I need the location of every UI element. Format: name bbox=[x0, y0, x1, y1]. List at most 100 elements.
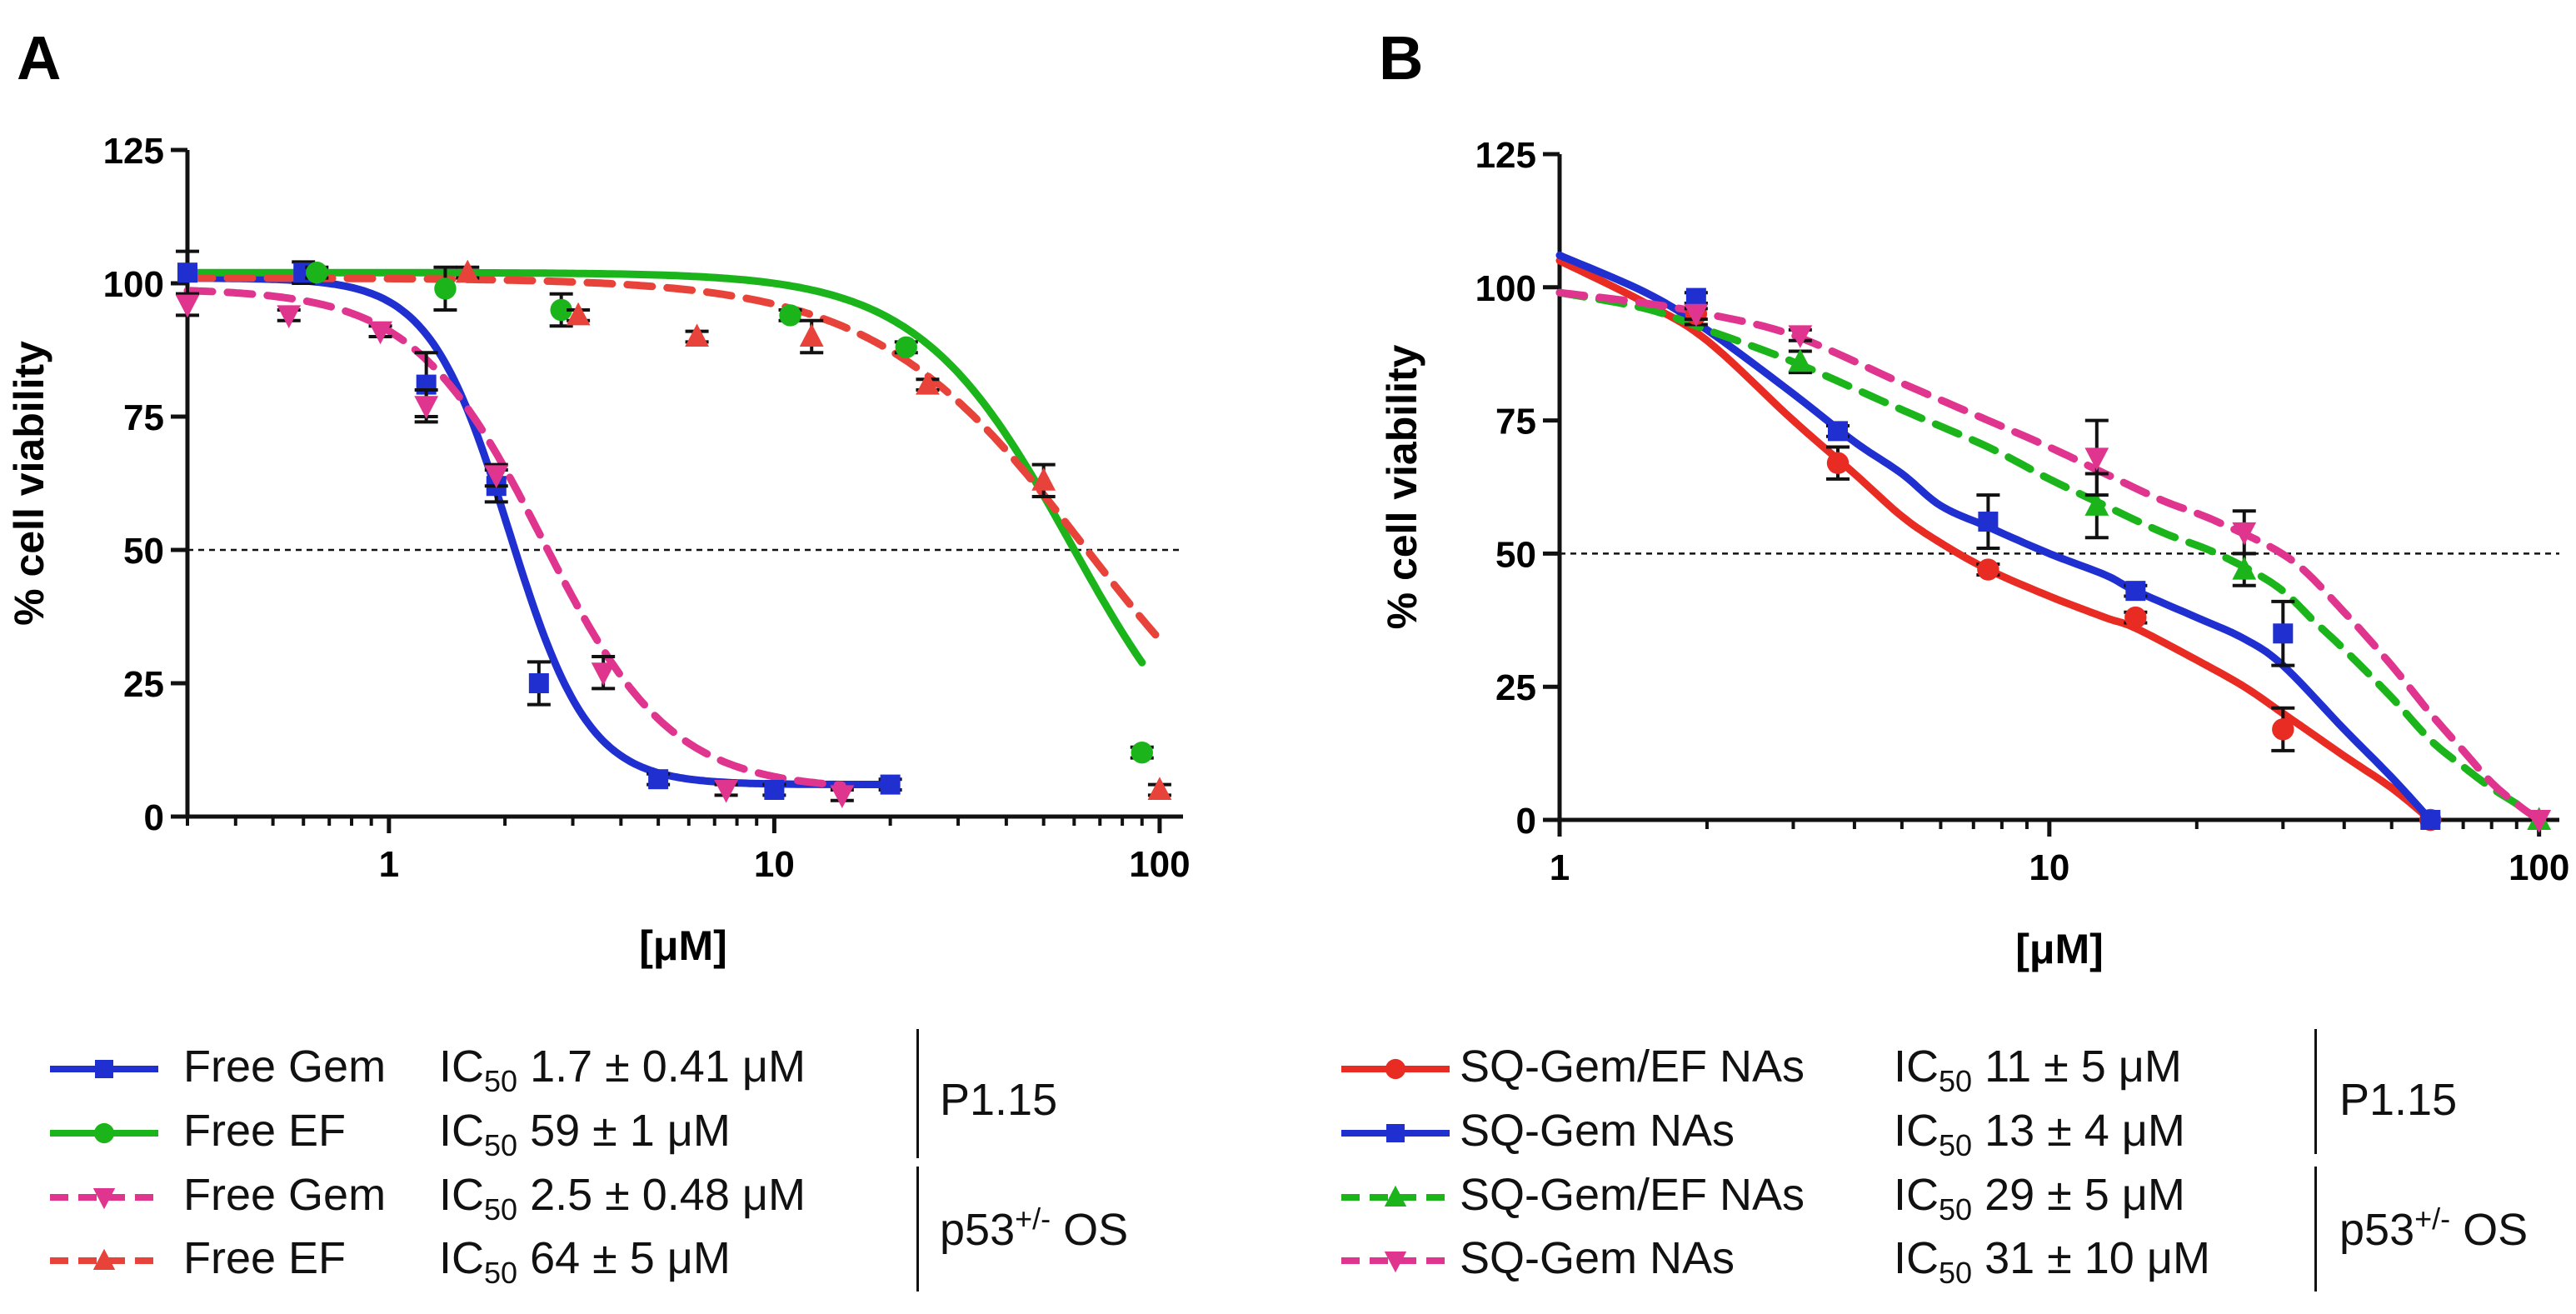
data-point bbox=[1828, 421, 1849, 442]
series-curve bbox=[1555, 288, 2544, 824]
data-point bbox=[277, 305, 302, 328]
y-tick-label: 125 bbox=[103, 131, 164, 172]
y-tick-label: 125 bbox=[1475, 135, 1536, 176]
data-point bbox=[1031, 467, 1056, 491]
data-point bbox=[685, 323, 709, 347]
x-tick-label: 100 bbox=[1129, 844, 1190, 885]
legend-b-divider-1 bbox=[2314, 1029, 2317, 1154]
x-axis-label: [μM] bbox=[639, 922, 727, 969]
data-point bbox=[434, 277, 457, 300]
data-point bbox=[550, 298, 572, 322]
legend-marker bbox=[92, 1248, 116, 1270]
data-point bbox=[764, 780, 785, 800]
legend-b-divider-2 bbox=[2314, 1167, 2317, 1292]
legend-a-divider-2 bbox=[916, 1167, 919, 1292]
data-point bbox=[306, 262, 328, 284]
data-point bbox=[1131, 742, 1153, 764]
data-point bbox=[799, 323, 824, 347]
series-curve bbox=[183, 268, 1146, 667]
data-point bbox=[1684, 303, 1709, 327]
data-point bbox=[2084, 492, 2109, 516]
data-point bbox=[1788, 325, 1813, 348]
legend-marker bbox=[1384, 1185, 1407, 1207]
data-point bbox=[414, 396, 439, 419]
data-point bbox=[591, 662, 616, 686]
y-axis-label: % cell viability bbox=[1379, 344, 1425, 629]
data-point bbox=[2527, 810, 2552, 833]
series-curve bbox=[183, 274, 1164, 643]
legend-a-group-p53: p53+/- OS bbox=[940, 1202, 1129, 1255]
series-curve bbox=[1555, 251, 2434, 824]
data-point bbox=[455, 259, 480, 283]
data-point bbox=[368, 321, 392, 345]
x-tick-label: 10 bbox=[754, 844, 795, 885]
data-point bbox=[895, 336, 917, 358]
y-tick-label: 50 bbox=[1495, 534, 1536, 575]
x-tick-label: 10 bbox=[2029, 847, 2069, 888]
x-tick-label: 100 bbox=[2509, 847, 2569, 888]
legend-marker bbox=[1385, 1058, 1406, 1080]
data-point bbox=[566, 302, 591, 326]
legend-a-group-p115: P1.15 bbox=[940, 1075, 1058, 1125]
y-tick-label: 0 bbox=[1516, 801, 1536, 842]
y-tick-label: 75 bbox=[123, 397, 164, 438]
legend-a-name-1: Free Gem bbox=[183, 1042, 387, 1092]
legend-b-name-4: SQ-Gem NAs bbox=[1460, 1233, 1735, 1283]
legend-a-divider-1 bbox=[916, 1029, 919, 1158]
legend-a-ic50-1: IC50 1.7 ± 0.41 μM bbox=[439, 1042, 806, 1098]
y-tick-label: 0 bbox=[144, 797, 164, 838]
legend-b-name-2: SQ-Gem NAs bbox=[1460, 1106, 1735, 1156]
series-curve bbox=[1555, 288, 2544, 824]
legend-a-ic50-2: IC50 59 ± 1 μM bbox=[439, 1106, 731, 1162]
legend-marker bbox=[95, 1060, 113, 1078]
legend-a-ic50-4: IC50 64 ± 5 μM bbox=[439, 1233, 731, 1290]
legend-marker bbox=[93, 1122, 115, 1144]
legend-a-ic50-3: IC50 2.5 ± 0.48 μM bbox=[439, 1170, 806, 1227]
data-point bbox=[2084, 447, 2109, 471]
data-point bbox=[2232, 522, 2257, 546]
x-tick-label: 1 bbox=[379, 844, 399, 885]
series-curve bbox=[183, 287, 846, 789]
series-curve bbox=[1555, 257, 2434, 824]
data-point bbox=[2272, 718, 2294, 741]
data-point bbox=[528, 673, 549, 693]
data-point bbox=[177, 262, 197, 283]
panel-letter: B bbox=[1379, 23, 1423, 92]
data-point bbox=[880, 774, 901, 795]
data-point bbox=[2125, 581, 2146, 602]
data-point bbox=[1978, 512, 1999, 532]
panel-a-legend: Free Gem Free EF Free Gem Free EF IC50 1… bbox=[33, 1021, 1283, 1292]
data-point bbox=[779, 304, 801, 327]
data-point bbox=[830, 785, 855, 808]
panel-b-chart: B 0 25 50 75 100 125 1 10 100 % cell viability [μM] bbox=[1379, 23, 2569, 972]
data-point bbox=[175, 294, 200, 318]
legend-b-ic50-4: IC50 31 ± 10 μM bbox=[1894, 1233, 2210, 1290]
legend-marker bbox=[92, 1188, 116, 1210]
legend-a-markers bbox=[50, 1060, 158, 1270]
y-tick-label: 75 bbox=[1495, 402, 1536, 442]
data-point bbox=[1147, 777, 1172, 800]
legend-a-name-3: Free Gem bbox=[183, 1170, 387, 1220]
legend-b-ic50-2: IC50 13 ± 4 μM bbox=[1894, 1106, 2185, 1162]
data-point bbox=[2273, 623, 2294, 644]
legend-b-name-1: SQ-Gem/EF NAs bbox=[1460, 1042, 1805, 1092]
x-tick-label: 1 bbox=[1550, 847, 1570, 888]
legend-a-name-4: Free EF bbox=[183, 1233, 347, 1283]
y-tick-label: 100 bbox=[1475, 268, 1536, 309]
data-point bbox=[484, 465, 509, 488]
panel-letter: A bbox=[17, 23, 61, 92]
legend-b-name-3: SQ-Gem/EF NAs bbox=[1460, 1170, 1805, 1220]
legend-b-ic50-3: IC50 29 ± 5 μM bbox=[1894, 1170, 2185, 1227]
legend-marker bbox=[1386, 1124, 1405, 1142]
data-point bbox=[916, 372, 940, 395]
data-point bbox=[2232, 556, 2257, 580]
panel-b-legend: SQ-Gem/EF NAs SQ-Gem NAs SQ-Gem/EF NAs S… bbox=[1325, 1021, 2566, 1292]
data-point bbox=[1826, 452, 1850, 474]
y-axis-label: % cell viability bbox=[6, 341, 52, 626]
data-point bbox=[2124, 606, 2147, 629]
legend-marker bbox=[1384, 1252, 1407, 1273]
data-point bbox=[714, 780, 738, 803]
data-point bbox=[1788, 348, 1813, 372]
legend-b-group-p53: p53+/- OS bbox=[2339, 1202, 2529, 1255]
